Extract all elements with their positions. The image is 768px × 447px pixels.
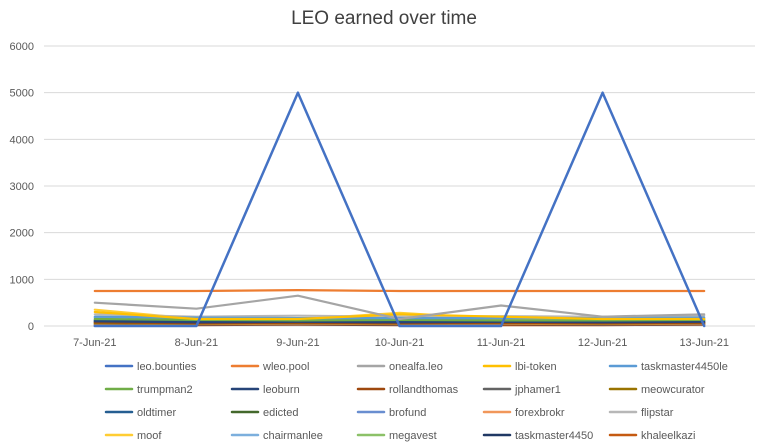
y-tick-label: 1000: [10, 274, 34, 286]
legend-label: taskmaster4450: [515, 430, 593, 442]
y-tick-label: 4000: [10, 134, 34, 146]
legend-label: khaleelkazi: [641, 430, 695, 442]
legend-label: leo.bounties: [137, 361, 197, 373]
chart-title: LEO earned over time: [291, 8, 477, 29]
y-tick-label: 5000: [10, 88, 34, 100]
legend-label: meowcurator: [641, 384, 705, 396]
legend-label: forexbrokr: [515, 407, 565, 419]
legend-label: wleo.pool: [262, 361, 309, 373]
x-tick-label: 7-Jun-21: [73, 337, 116, 349]
legend-label: leoburn: [263, 384, 300, 396]
legend-label: brofund: [389, 407, 426, 419]
legend-label: megavest: [389, 430, 437, 442]
series-line-leoburn: [93, 320, 706, 324]
x-tick-label: 10-Jun-21: [375, 337, 425, 349]
legend-label: trumpman2: [137, 384, 193, 396]
x-tick-label: 11-Jun-21: [477, 337, 526, 349]
legend-label: chairmanlee: [263, 430, 323, 442]
legend-label: rollandthomas: [389, 384, 459, 396]
y-tick-label: 3000: [10, 181, 34, 193]
legend-label: taskmaster4450le: [641, 361, 728, 373]
legend-label: jphamer1: [514, 384, 561, 396]
x-tick-label: 13-Jun-21: [679, 337, 729, 349]
x-tick-label: 9-Jun-21: [276, 337, 319, 349]
y-tick-label: 2000: [10, 228, 34, 240]
legend-label: lbi-token: [515, 361, 557, 373]
legend-label: onealfa.leo: [389, 361, 443, 373]
y-tick-label: 6000: [10, 41, 34, 53]
x-tick-label: 8-Jun-21: [175, 337, 218, 349]
series-line-wleo.pool: [93, 289, 706, 293]
y-tick-label: 0: [28, 321, 34, 333]
legend-label: oldtimer: [137, 407, 176, 419]
legend-label: flipstar: [641, 407, 674, 419]
series-line-lbi-token: [93, 310, 706, 321]
legend-label: moof: [137, 430, 162, 442]
legend-label: edicted: [263, 407, 298, 419]
x-tick-label: 12-Jun-21: [578, 337, 628, 349]
series-line-onealfa.leo: [93, 294, 706, 321]
series-line-leo.bounties: [93, 91, 706, 328]
